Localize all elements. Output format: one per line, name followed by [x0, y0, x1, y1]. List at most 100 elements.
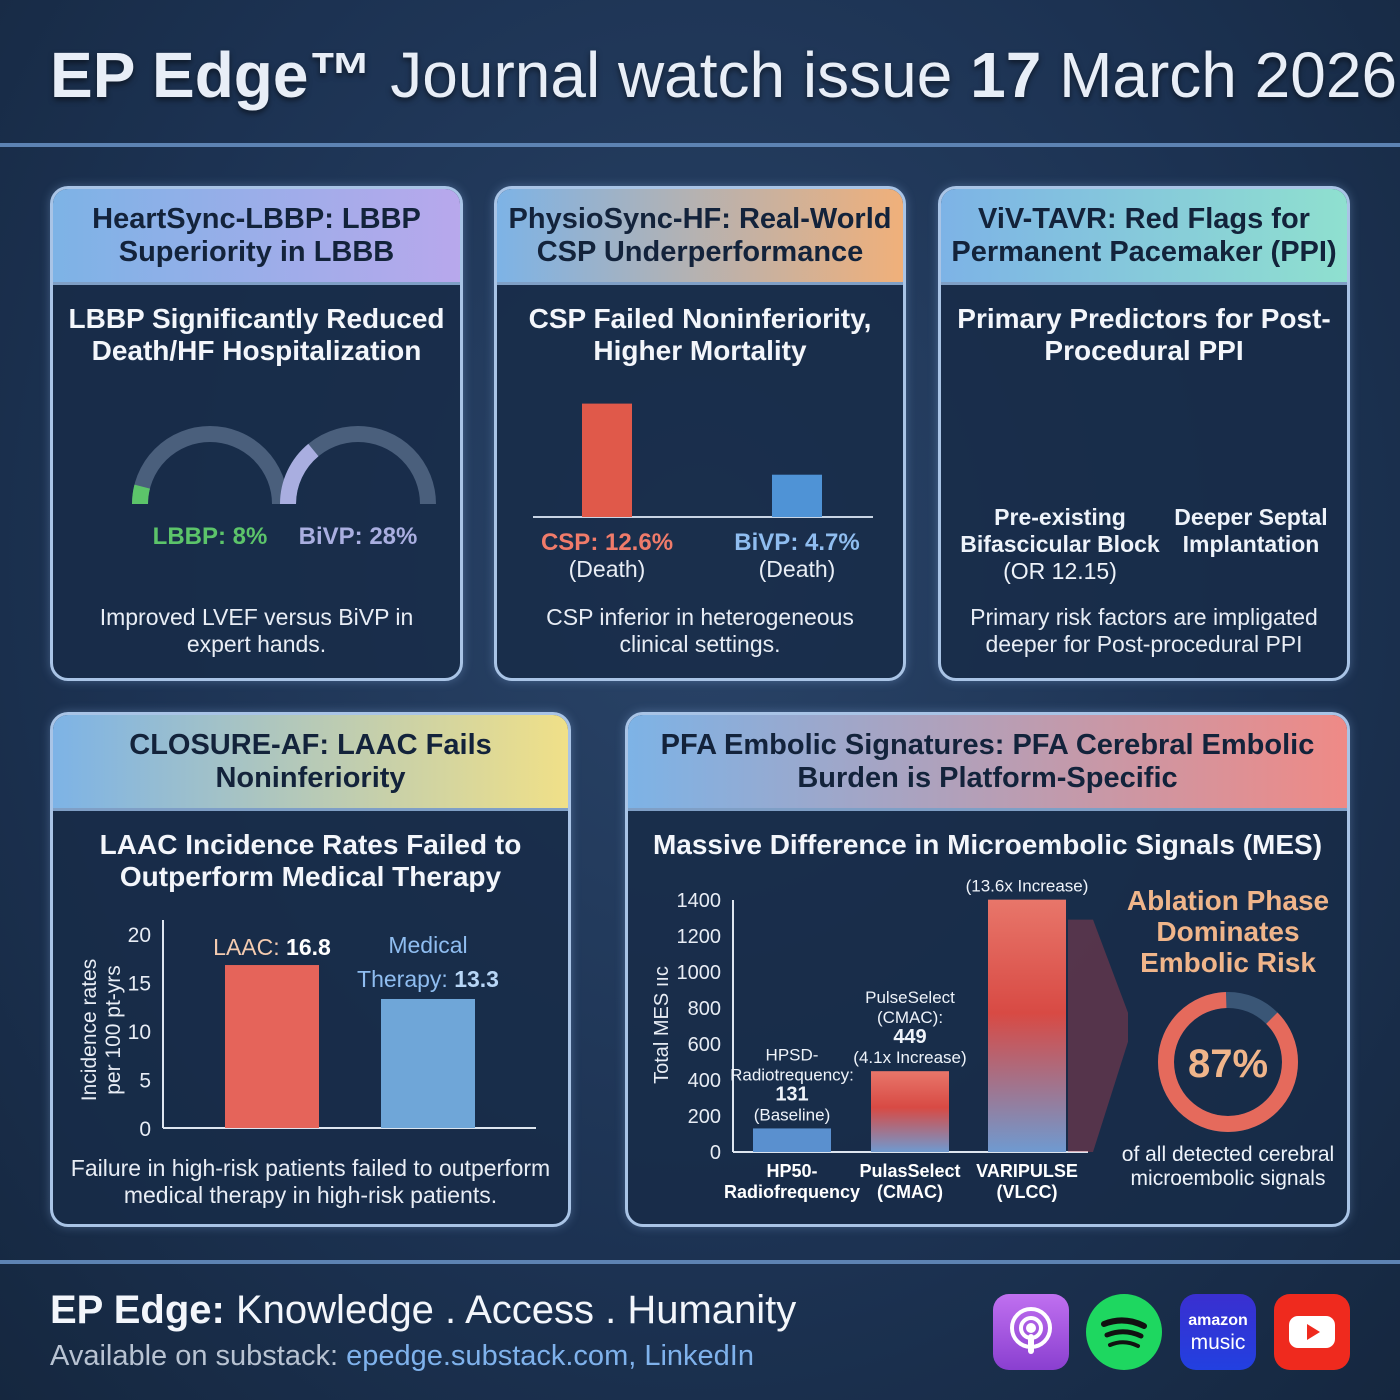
gauge-fill-bivp [280, 443, 319, 505]
youtube-icon[interactable] [1274, 1294, 1350, 1370]
footer-tagline: EP Edge: Knowledge . Access . Humanity [50, 1288, 796, 1333]
card-title: PhysioSync-HF: Real-World CSP Underperfo… [497, 189, 903, 285]
x-tick-label: (VLCC) [997, 1182, 1058, 1202]
label-text: Therapy: [357, 966, 454, 992]
side-title: Ablation Phase Dominates Embolic Risk [1126, 885, 1330, 978]
x-tick-label: VARIPULSE [976, 1161, 1078, 1181]
label-text: LAAC: [213, 934, 286, 960]
issue-date: March 2026 [1059, 39, 1398, 111]
card-title: HeartSync-LBBP: LBBP Superiority in LBBB [53, 189, 460, 285]
card-note: CSP inferior in heterogeneous clinical s… [546, 604, 854, 657]
issue-number: 17 [970, 39, 1042, 111]
bar-annotation: PulseSelect [865, 988, 955, 1007]
predictor-septal: Deeper Septal Implantation [1174, 504, 1328, 557]
bar-annotation: 131 [775, 1083, 808, 1105]
gauge-track [132, 426, 288, 505]
bar-annotation: 1402 [1005, 875, 1050, 877]
x-tick-label: PulasSelect [859, 1161, 960, 1181]
card-subtitle: LBBP Significantly Reduced Death/HF Hosp… [68, 303, 445, 366]
y-tick-label: 10 [128, 1021, 151, 1044]
footer-brand: EP Edge: [50, 1288, 225, 1332]
amazon-text: amazon [1188, 1312, 1248, 1329]
card-heartsync: HeartSync-LBBP: LBBP Superiority in LBBB… [50, 186, 463, 681]
spotify-icon[interactable] [1086, 1294, 1162, 1370]
amazon-music-icon[interactable]: amazon music [1180, 1294, 1256, 1370]
y-axis-label: Total MES ııc [651, 966, 673, 1084]
y-tick-label: 0 [710, 1142, 721, 1164]
y-tick-label: 600 [688, 1034, 721, 1056]
card-physiosync: PhysioSync-HF: Real-World CSP Underperfo… [494, 186, 906, 681]
card-title: CLOSURE-AF: LAAC Fails Noninferiority [53, 715, 568, 811]
y-tick-label: 0 [139, 1118, 151, 1141]
footer-availability: Available on substack: epedge.substack.c… [50, 1340, 754, 1373]
bar-sublabel: (Death) [569, 556, 646, 582]
y-tick-label: 15 [128, 973, 151, 996]
card-note: Primary risk factors are impligated deep… [970, 604, 1318, 657]
gauge-label: LBBP: 8% [153, 523, 268, 549]
podcasts-icon[interactable] [993, 1294, 1069, 1370]
y-tick-label: 1200 [677, 926, 722, 948]
card-subtitle: CSP Failed Noninferiority, Higher Mortal… [528, 303, 872, 366]
header-divider [0, 143, 1400, 147]
card-title: ViV-TAVR: Red Flags for Permanent Pacema… [941, 189, 1347, 285]
label-value: 16.8 [286, 934, 331, 960]
donut-label: 87% [1188, 1042, 1268, 1086]
bar-annotation: (4.1x Increase) [853, 1048, 966, 1067]
bar-csp [582, 403, 632, 517]
title-text: Journal watch issue [390, 39, 953, 111]
card-note: Failure in high-risk patients failed to … [70, 1155, 551, 1208]
card-note: Improved LVEF versus BiVP in expert hand… [99, 604, 414, 657]
x-tick-label: Radiofrequency [724, 1182, 860, 1202]
x-tick-label: (CMAC) [877, 1182, 943, 1202]
page-title: EP Edge™ Journal watch issue 17 March 20… [50, 38, 1397, 112]
donut-note: of all detected cerebral microembolic si… [1121, 1143, 1335, 1190]
bar-annotation: (Baseline) [754, 1105, 831, 1124]
bar-annotation: (CMAC): [877, 1008, 943, 1027]
bar-label: CSP: 12.6% [541, 529, 673, 556]
bar-1 [753, 1128, 831, 1152]
card-subtitle: Massive Difference in Microembolic Signa… [652, 829, 1323, 860]
bar-sublabel: (Death) [759, 556, 836, 582]
y-tick-label: 1400 [677, 890, 722, 912]
tagline: Knowledge . Access . Humanity [236, 1288, 797, 1332]
y-tick-label: 800 [688, 998, 721, 1020]
card-title: PFA Embolic Signatures: PFA Cerebral Emb… [628, 715, 1347, 811]
music-text: music [1190, 1331, 1246, 1354]
y-label-line: Incidence rates [78, 959, 101, 1101]
bar-annotation: Radiotrequency: [730, 1065, 854, 1084]
y-tick-label: 5 [139, 1070, 151, 1093]
predictor-label: Pre-existing Bifascicular Block [960, 504, 1160, 557]
csp-bar-chart: CSP: 12.6%(Death)BiVP: 4.7%(Death) [533, 403, 873, 582]
card-subtitle: LAAC Incidence Rates Failed to Outperfor… [99, 829, 522, 892]
card-subtitle: Primary Predictors for Post-Procedural P… [957, 303, 1331, 366]
bar-2 [871, 1071, 949, 1152]
mes-bar-chart: 0 200 400 600 800 1000 1200 1400 Total MES ııc HP… [651, 875, 1128, 1202]
y-tick-label: 1000 [677, 962, 722, 984]
bar-annotation: (13.6x Increase) [966, 877, 1089, 896]
predictor-bifascicular: Pre-existing Bifascicular Block (OR 12.15… [955, 504, 1165, 585]
y-tick-label: 20 [128, 924, 151, 947]
footer-links[interactable]: epedge.substack.com, LinkedIn [346, 1340, 754, 1372]
bar-3 [988, 899, 1066, 1152]
card-pfa-embolic: PFA Embolic Signatures: PFA Cerebral Emb… [625, 712, 1350, 1227]
bar-bivp [772, 474, 822, 517]
y-label-line: per 100 pt-yrs [102, 965, 125, 1095]
bar-annotation: 449 [893, 1026, 926, 1048]
y-axis-label: Incidence ratesper 100 pt-yrs [78, 959, 125, 1101]
arrow-shape [1068, 919, 1128, 1152]
available-label: Available on substack: [50, 1340, 339, 1372]
bar-medical-therapy [381, 998, 475, 1128]
gauge-chart: LBBP: 8% BiVP: 28% [132, 426, 436, 549]
bar-label: Therapy: 13.3 [357, 966, 499, 992]
bar-label: LAAC: 16.8 [213, 934, 331, 960]
y-tick-label: 200 [688, 1106, 721, 1128]
bar-label: BiVP: 4.7% [734, 529, 859, 556]
donut-chart: 87% [1158, 992, 1298, 1132]
odds-ratio: (OR 12.15) [1003, 558, 1117, 584]
label-value: 13.3 [454, 966, 499, 992]
gauge-fill-lbbp [132, 484, 151, 505]
bar-laac [225, 965, 319, 1128]
card-closure-af: CLOSURE-AF: LAAC Fails Noninferiority LA… [50, 712, 571, 1227]
bar-label: Medical [388, 932, 467, 958]
